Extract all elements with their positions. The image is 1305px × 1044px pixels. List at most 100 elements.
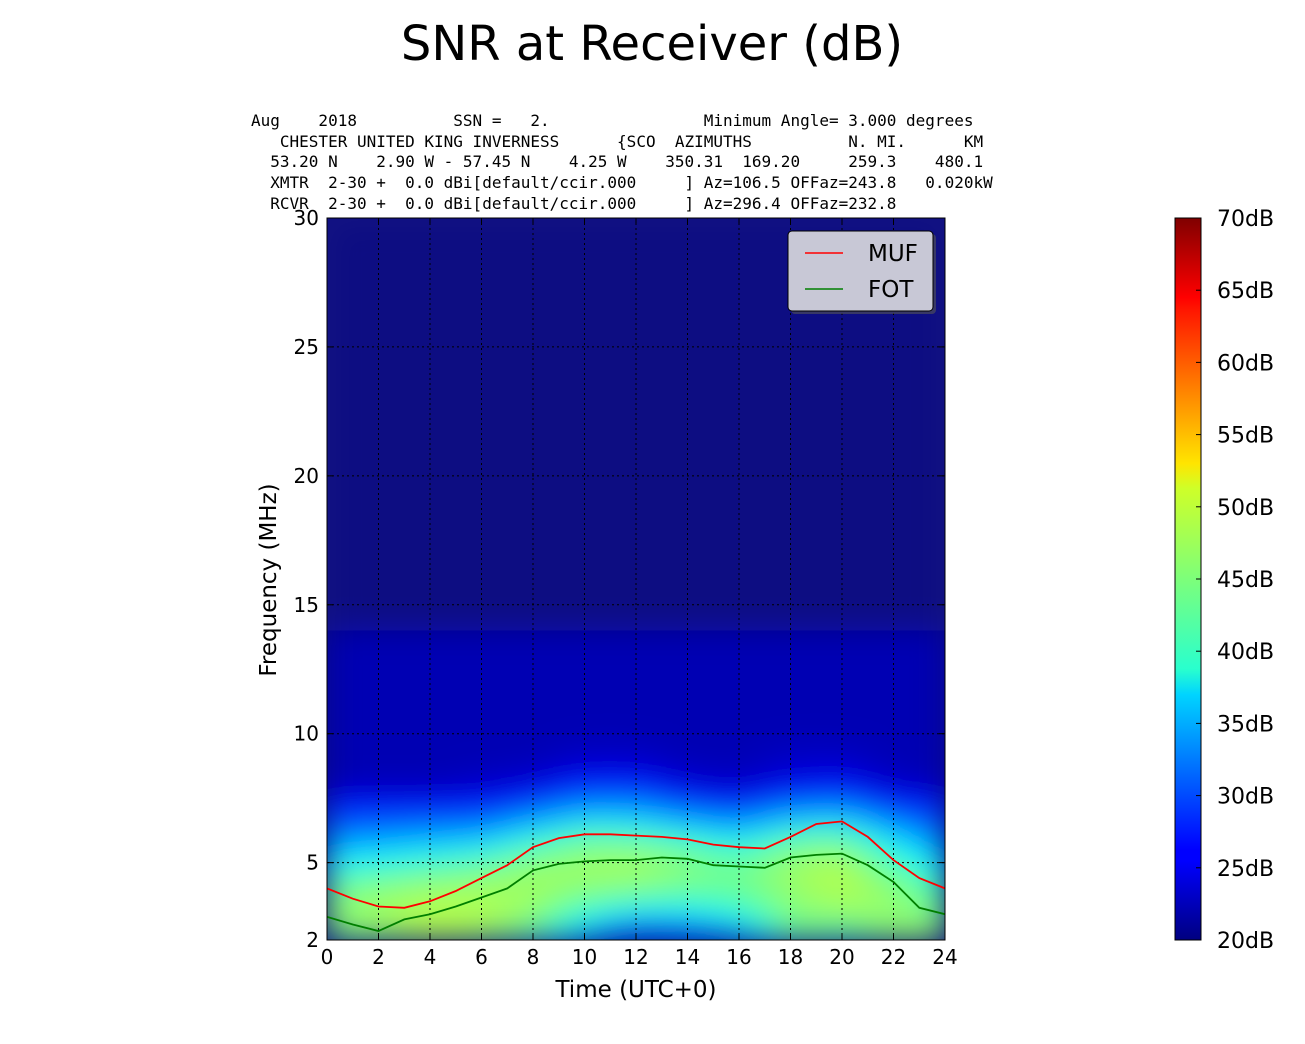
heatmap-cell: [571, 646, 585, 654]
heatmap-cell: [352, 784, 367, 792]
heatmap-cell: [558, 751, 573, 759]
heatmap-cell: [777, 646, 791, 654]
heatmap-cell: [828, 751, 843, 759]
heatmap-cell: [648, 674, 663, 681]
heatmap-cell: [429, 851, 444, 858]
heatmap-cell: [648, 795, 663, 803]
heatmap-cell: [828, 906, 843, 913]
heatmap-cell: [545, 735, 560, 742]
heatmap-cell: [519, 724, 534, 731]
heatmap-cell: [802, 641, 817, 648]
heatmap-cell: [841, 878, 856, 886]
heatmap-cell: [403, 690, 418, 698]
heatmap-cell: [403, 635, 418, 643]
heatmap-cell: [403, 652, 418, 659]
heatmap-cell: [558, 856, 573, 864]
heatmap-cell: [493, 724, 508, 731]
heatmap-cell: [931, 900, 945, 908]
heatmap-cell: [416, 873, 431, 880]
heatmap-cell: [609, 906, 624, 913]
heatmap-cell: [841, 906, 856, 913]
heatmap-cell: [390, 635, 405, 643]
heatmap-cell: [558, 784, 573, 792]
heatmap-cell: [815, 768, 830, 775]
heatmap-cell: [777, 878, 791, 886]
heatmap-cell: [738, 851, 753, 858]
heatmap-cell: [403, 889, 418, 897]
heatmap-cell: [725, 762, 740, 770]
heatmap-cell: [738, 834, 753, 842]
heatmap-cell: [764, 933, 779, 940]
heatmap-cell: [687, 817, 701, 825]
heatmap-cell: [390, 884, 405, 891]
heatmap-cell: [918, 641, 933, 648]
heatmap-cell: [327, 630, 341, 637]
heatmap-cell: [687, 867, 701, 875]
heatmap-cell: [905, 900, 920, 908]
heatmap-cell: [481, 817, 495, 825]
heatmap-cell: [365, 917, 379, 924]
heatmap-cell: [905, 701, 920, 709]
heatmap-cell: [352, 646, 367, 654]
heatmap-cell: [416, 663, 431, 670]
heatmap-cell: [841, 735, 856, 742]
heatmap-cell: [327, 751, 341, 759]
heatmap-cell: [764, 828, 779, 836]
heatmap-cell: [455, 928, 470, 935]
heatmap-cell: [596, 762, 611, 770]
heatmap-cell: [905, 668, 920, 676]
heatmap-cell: [442, 895, 457, 902]
heatmap-cell: [635, 873, 650, 880]
heatmap-cell: [880, 668, 894, 676]
heatmap-cell: [416, 635, 431, 643]
heatmap-cell: [493, 701, 508, 709]
heatmap-cell: [815, 740, 830, 748]
heatmap-cell: [584, 784, 598, 792]
heatmap-cell: [918, 834, 933, 842]
heatmap-cell: [751, 828, 766, 836]
heatmap-cell: [867, 867, 882, 875]
heatmap-cell: [416, 801, 431, 808]
heatmap-cell: [519, 889, 534, 897]
heatmap-cell: [777, 768, 791, 775]
heatmap-cell: [738, 773, 753, 781]
heatmap-cell: [545, 663, 560, 670]
heatmap-cell: [596, 834, 611, 842]
heatmap-cell: [854, 817, 869, 825]
heatmap-cell: [725, 801, 740, 808]
heatmap-cell: [738, 911, 753, 919]
heatmap-cell: [403, 740, 418, 748]
heatmap-cell: [725, 746, 740, 753]
heatmap-cell: [442, 718, 457, 726]
heatmap-cell: [339, 784, 354, 792]
heatmap-cell: [725, 790, 740, 797]
heatmap-cell: [519, 635, 534, 643]
heatmap-cell: [365, 867, 379, 875]
heatmap-cell: [468, 817, 482, 825]
heatmap-cell: [828, 823, 843, 830]
heatmap-cell: [416, 840, 431, 847]
heatmap-cell: [687, 795, 701, 803]
heatmap-cell: [712, 856, 727, 864]
heatmap-cell: [738, 884, 753, 891]
heatmap-cell: [416, 828, 431, 836]
heatmap-cell: [416, 657, 431, 665]
heatmap-cell: [378, 817, 392, 825]
heatmap-cell: [468, 674, 482, 681]
heatmap-cell: [609, 641, 624, 648]
heatmap-cell: [751, 884, 766, 891]
heatmap-cell: [751, 718, 766, 726]
heatmap-cell: [918, 701, 933, 709]
heatmap-cell: [390, 729, 405, 737]
heatmap-cell: [738, 729, 753, 737]
heatmap-cell: [712, 757, 727, 764]
heatmap-cell: [931, 641, 945, 648]
heatmap-cell: [674, 724, 688, 731]
heatmap-cell: [390, 762, 405, 770]
heatmap-cell: [493, 856, 508, 864]
heatmap-cell: [635, 784, 650, 792]
heatmap-cell: [339, 812, 354, 819]
heatmap-cell: [339, 768, 354, 775]
heatmap-cell: [738, 641, 753, 648]
heatmap-cell: [545, 834, 560, 842]
